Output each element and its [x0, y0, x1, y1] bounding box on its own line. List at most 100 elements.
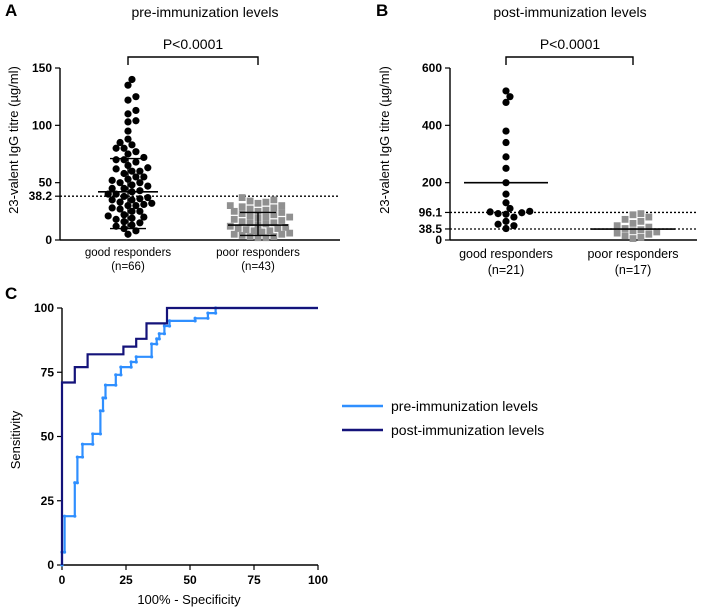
roc-point-pre [101, 396, 105, 400]
panel-a-good-point [108, 204, 116, 212]
legend-pre-label: pre-immunization levels [391, 398, 538, 414]
panel-a-good-point [128, 214, 136, 222]
panel-b-poor-point [645, 223, 653, 231]
panel-a-good-point [116, 179, 124, 187]
panel-a-good-point [132, 202, 140, 210]
panel-b-good-point [526, 207, 534, 215]
panel-a-good-point [128, 141, 136, 149]
panel-b-good-point [502, 87, 510, 95]
panel-a-good-point [128, 181, 136, 189]
panel-b-poor-point [629, 227, 637, 235]
panel-b-good-point [506, 204, 514, 213]
panel-a-good-point [132, 173, 140, 181]
panel-b-good-point [510, 213, 518, 221]
panel-c-y-tick-label: 0 [47, 558, 54, 572]
panel-a-good-point [136, 179, 144, 187]
roc-point-pre [114, 373, 118, 377]
panel-a-poor-point [226, 202, 234, 209]
panel-a-poor-point [270, 211, 278, 219]
panel-a-good-point [112, 144, 120, 152]
panel-b-y-tick-label: 600 [422, 61, 442, 75]
panel-a-good-point [124, 110, 132, 118]
panel-b-y-tick-label: 200 [422, 176, 442, 190]
roc-point-pre [167, 319, 172, 323]
panel-b-poor-point [629, 219, 637, 227]
panel-c-x-tick-label: 25 [119, 573, 133, 587]
panel-a-y-axis-label: 23-valent IgG titre (µg/ml) [6, 66, 21, 214]
panel-a-good-point [132, 117, 140, 125]
panel-a-poor-point [230, 207, 238, 215]
panel-b-good-point [506, 93, 514, 101]
panel-a-poor-point [270, 219, 278, 227]
panel-b: B post-immunization levels 23-valent IgG… [376, 1, 697, 277]
roc-point-pre [119, 365, 123, 369]
panel-b-poor-point [637, 210, 645, 218]
panel-a-good-point [124, 81, 132, 89]
panel-a-good-point [112, 165, 120, 173]
panel-b-poor-point [645, 213, 653, 221]
panel-a-significance-bracket [127, 56, 259, 65]
panel-a-title: pre-immunization levels [131, 4, 278, 20]
roc-point-pre [155, 342, 159, 346]
panel-b-poor-point [637, 217, 645, 225]
panel-a-poor-point [246, 197, 254, 205]
panel-a-poor-point [266, 227, 274, 235]
panel-a-good-point [136, 219, 144, 227]
panel-a-poor-point [270, 233, 278, 240]
panel-a-good-point [108, 196, 116, 204]
panel-a-good-point [112, 215, 120, 223]
roc-curve-pre [60, 306, 318, 565]
panel-a-good-point [104, 212, 112, 220]
panel-c-x-tick-label: 0 [59, 573, 66, 587]
panel-a-good-point [112, 156, 120, 164]
panel-a-letter: A [5, 1, 17, 20]
panel-b-good-n: (n=21) [488, 263, 524, 277]
panel-a-good-n: (n=66) [111, 261, 145, 273]
roc-point-pre [167, 324, 172, 328]
panel-c-x-axis-label: 100% - Specificity [137, 592, 241, 607]
panel-c-x-tick-label: 100 [308, 573, 328, 587]
panel-a-poor-point [238, 194, 246, 201]
panel-a-poor-point [262, 206, 270, 214]
panel-a-poor-point [282, 223, 290, 231]
panel-a-poor-point [254, 234, 262, 242]
panel-a-threshold-label: 38.2 [29, 189, 53, 203]
roc-point-pre [162, 324, 166, 328]
panel-a-poor-point [286, 213, 294, 221]
panel-a-good-point [132, 106, 140, 115]
panel-a-good-point [120, 184, 128, 192]
panel-a-poor-point [262, 220, 270, 228]
panel-a-good-point [128, 75, 136, 84]
panel-c: C Sensitivity 100% - Specificity 00 25 25 5… [5, 284, 544, 607]
panel-a-good-point [140, 200, 148, 209]
roc-point-pre [80, 455, 85, 459]
panel-b-good-point [518, 209, 526, 217]
panel-a-good-point [116, 198, 124, 206]
legend-post-label: post-immunization levels [391, 422, 544, 438]
panel-a-poor-point [238, 218, 246, 226]
panel-a-poor-point [286, 229, 294, 237]
panel-a-poor-point [250, 227, 258, 235]
panel-b-letter: B [376, 1, 388, 20]
panel-b-good-point [494, 210, 502, 218]
roc-point-pre [129, 360, 133, 364]
panel-b-good-point [502, 98, 510, 106]
roc-point-pre [103, 383, 108, 387]
panel-a-y-tick-label: 50 [39, 176, 53, 190]
panel-c-letter: C [5, 284, 17, 303]
panel-b-y-axis-label: 23-valent IgG titre (µg/ml) [377, 66, 392, 214]
panel-b-good-point [510, 222, 518, 230]
panel-a-poor-point [278, 209, 286, 216]
panel-a-good-point [144, 164, 152, 172]
panel-a-poor-point [254, 207, 262, 215]
roc-point-pre [62, 514, 67, 518]
panel-a-poor-point [234, 225, 242, 232]
roc-point-pre [103, 396, 108, 400]
roc-point-pre [91, 442, 95, 446]
roc-point-pre [80, 442, 85, 446]
roc-point-pre [73, 481, 77, 485]
panel-a-good-point [140, 153, 148, 162]
panel-b-good-point [502, 138, 510, 147]
panel-a-poor-n: (n=43) [241, 261, 275, 273]
panel-a-good-point [136, 195, 144, 203]
